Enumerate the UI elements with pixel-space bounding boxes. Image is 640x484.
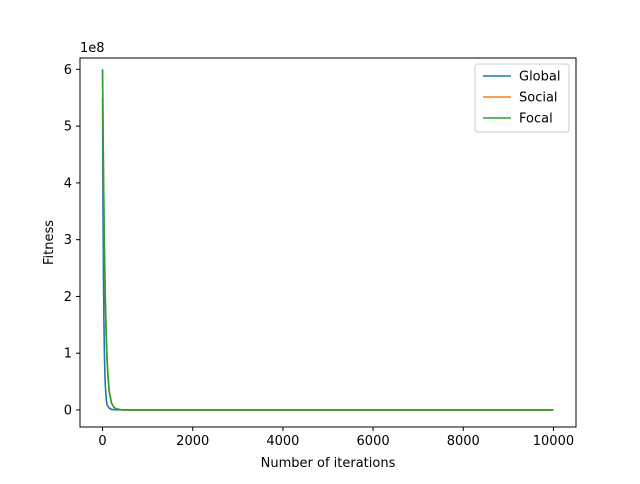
axes-frame <box>79 57 577 428</box>
x-tick-label: 4000 <box>266 434 299 449</box>
legend-label-focal: Focal <box>519 112 553 127</box>
x-tick-label: 8000 <box>447 434 480 449</box>
x-axis-label: Number of iterations <box>261 456 396 471</box>
legend-box <box>474 63 570 133</box>
x-tick-label: 10000 <box>533 434 574 449</box>
x-tick-label: 0 <box>98 434 106 449</box>
y-tick-label: 4 <box>64 176 72 191</box>
x-tick-label: 6000 <box>357 434 390 449</box>
legend: Global Social Focal <box>474 63 570 133</box>
y-axis-ticks: 0 1 2 3 4 5 6 <box>64 63 80 418</box>
y-tick-label: 3 <box>64 233 72 248</box>
y-tick-label: 2 <box>64 290 72 305</box>
y-axis-label: Fitness <box>42 220 57 265</box>
x-tick-label: 2000 <box>176 434 209 449</box>
series-line-focal <box>101 69 554 411</box>
y-tick-label: 0 <box>64 403 72 418</box>
series-layer <box>101 69 554 411</box>
y-tick-label: 1 <box>64 347 72 362</box>
legend-label-global: Global <box>519 70 560 85</box>
y-tick-label: 5 <box>64 120 72 135</box>
x-axis-ticks: 0 2000 4000 6000 8000 10000 <box>98 427 574 449</box>
legend-label-social: Social <box>519 91 558 106</box>
y-offset-label: 1e8 <box>80 41 105 56</box>
y-tick-label: 6 <box>64 63 72 78</box>
